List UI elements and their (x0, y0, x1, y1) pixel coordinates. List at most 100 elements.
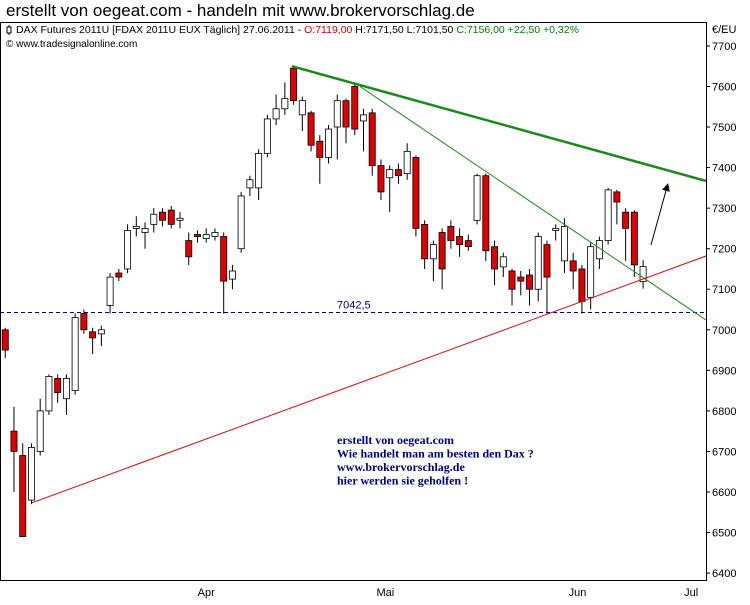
candle-body (106, 276, 114, 306)
x-tick-label: Mai (376, 587, 394, 599)
y-tick-label: 7500 (712, 122, 736, 134)
candle-body (630, 211, 638, 266)
trend-line (359, 86, 707, 321)
header-part: C:7156,00 +22,50 +0,32% (456, 24, 579, 36)
candle-body (604, 189, 612, 241)
candle-body (281, 98, 289, 110)
candle-body (569, 260, 577, 272)
candle-body (316, 140, 324, 158)
candle-body (360, 114, 367, 122)
candle-body (325, 128, 332, 158)
candle-body (45, 376, 53, 412)
candle-body (150, 213, 158, 225)
candle-body (552, 228, 560, 231)
candle-body (534, 236, 542, 290)
candle-body (499, 256, 507, 268)
candle-body (1, 329, 9, 351)
candle-body (298, 100, 306, 116)
x-tick-label: Jun (569, 587, 587, 599)
candle-body (403, 150, 411, 175)
chart-title: erstellt von oegeat.com - handeln mit ww… (6, 1, 475, 20)
candle-body (62, 378, 70, 400)
candle-body (438, 232, 446, 270)
y-tick-label: 7200 (712, 244, 736, 256)
header-part: DAX Futures 2011U [FDAX 2011U EUX Täglic… (16, 24, 304, 36)
candle-body (71, 317, 79, 392)
candle-body (220, 236, 228, 282)
candle-body (159, 211, 166, 221)
candle-body (132, 225, 140, 229)
header-part: O:7119,00 (304, 24, 352, 36)
candle-body (27, 446, 35, 501)
candle-body (421, 223, 429, 260)
trend-line (291, 64, 707, 183)
candle-body (124, 230, 132, 270)
annotation: Wie handelt man am besten den Dax ? (337, 447, 534, 461)
trend-line (31, 255, 707, 504)
candle-body (246, 179, 254, 189)
candle-body (482, 175, 490, 252)
candle-body (429, 244, 437, 260)
candle-body (194, 234, 201, 237)
arrow (650, 183, 670, 246)
candle-body (272, 108, 280, 120)
candle-body (228, 270, 236, 280)
candle-body (202, 234, 210, 239)
candle-body (237, 195, 245, 250)
candle-body (185, 240, 193, 258)
y-tick-label: 6500 (712, 528, 736, 540)
candle-body (412, 157, 420, 229)
candle-body (115, 272, 123, 278)
candle-body (176, 217, 184, 221)
candle-body (97, 329, 105, 335)
candle-body (560, 225, 568, 262)
candle-body (141, 228, 149, 233)
candle-body (578, 268, 586, 302)
candle-body (464, 240, 472, 248)
candle-body (613, 191, 621, 203)
level-label: 7042,5 (337, 300, 371, 312)
y-axis-label: €/EU (712, 24, 737, 36)
candle-body (491, 246, 499, 270)
candle-body (368, 112, 376, 166)
candle-body (543, 244, 551, 278)
y-tick-label: 7300 (712, 203, 736, 215)
legend-icon (6, 25, 12, 35)
y-tick-label: 6900 (712, 365, 736, 377)
y-tick-label: 7600 (712, 81, 736, 93)
candle-body (263, 118, 271, 154)
candle-body (473, 175, 481, 221)
y-tick-label: 7400 (712, 163, 736, 175)
candle-body (255, 152, 263, 189)
candle-body (342, 100, 350, 128)
annotation: hier werden sie geholfen ! (337, 474, 468, 488)
candle-body (333, 100, 341, 128)
candle-body (587, 246, 595, 298)
candle-body (290, 67, 298, 102)
candle-body (394, 169, 402, 177)
y-tick-label: 6700 (712, 446, 736, 458)
candle-body (447, 225, 455, 241)
candle-body (307, 112, 315, 146)
x-tick-label: Jul (684, 587, 698, 599)
candle-body (10, 430, 18, 452)
y-tick-label: 6800 (712, 406, 736, 418)
candle-body (351, 86, 359, 130)
candle-body (526, 274, 533, 290)
candle-body (456, 236, 464, 246)
instrument-header: DAX Futures 2011U [FDAX 2011U EUX Täglic… (16, 24, 579, 36)
annotation: www.brokervorschlag.de (337, 460, 465, 474)
plot-frame (0, 22, 707, 581)
candle-body (639, 266, 647, 282)
header-part: H:7171,50 L:7101,50 (352, 24, 456, 36)
y-tick-label: 7700 (712, 41, 736, 53)
candle-body (89, 331, 97, 339)
candle-body (508, 270, 516, 290)
copyright: © www.tradesignalonline.com (6, 39, 137, 50)
y-tick-label: 7000 (712, 325, 736, 337)
y-tick-label: 7100 (712, 284, 736, 296)
annotation: erstellt von oegeat.com (337, 433, 454, 447)
candle-body (517, 276, 525, 282)
